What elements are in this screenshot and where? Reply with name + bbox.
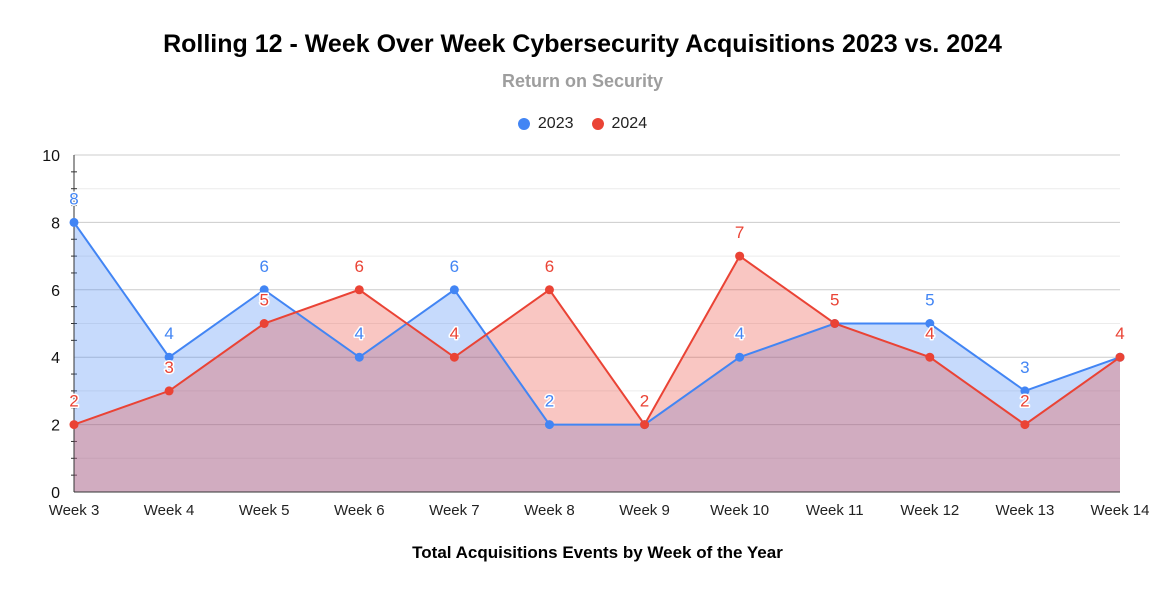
x-tick-label: Week 7	[429, 502, 480, 519]
x-tick-label: Week 8	[524, 502, 575, 519]
data-label-2024: 4	[450, 324, 459, 343]
data-label-2023: 4	[355, 324, 364, 343]
x-axis-label: Total Acquisitions Events by Week of the…	[412, 543, 783, 562]
legend-marker-2023	[517, 118, 530, 130]
legend: 2023 2024	[0, 115, 1165, 133]
data-label-2023: 6	[259, 257, 268, 276]
area-series-2023	[74, 222, 1120, 492]
legend-item-2024[interactable]: 2024	[591, 115, 648, 133]
line-series-2024	[73, 254, 1121, 427]
x-tick-label: Week 6	[334, 502, 385, 519]
x-tick-label: Week 13	[995, 502, 1054, 519]
data-label-2023: 2	[640, 392, 649, 411]
data-point-2024	[259, 319, 269, 328]
x-tick-label: Week 14	[1091, 502, 1150, 519]
data-label-2024: 3	[164, 358, 173, 377]
chart-title: Rolling 12 - Week Over Week Cybersecurit…	[163, 30, 1002, 58]
data-label-2024: 7	[735, 223, 744, 242]
data-point-2023	[735, 352, 745, 362]
x-tick-label: Week 3	[49, 502, 100, 519]
y-tick-label: 0	[51, 485, 60, 502]
data-point-2023	[259, 285, 269, 295]
data-point-2023	[544, 420, 554, 430]
data-point-2023	[354, 352, 364, 362]
data-label-2023: 4	[735, 324, 744, 343]
data-label-2023: 4	[164, 324, 173, 343]
legend-label-2023: 2023	[537, 115, 574, 132]
data-label-2024: 2	[640, 392, 649, 411]
data-label-2023: 3	[1020, 358, 1029, 377]
y-tick-label: 10	[42, 148, 60, 165]
data-point-2024	[544, 285, 554, 295]
legend-marker-2024	[591, 118, 604, 130]
y-tick-label: 2	[51, 418, 60, 435]
y-tick-label: 6	[51, 283, 60, 300]
x-tick-label: Week 11	[806, 502, 864, 519]
data-point-2024	[925, 352, 935, 362]
data-point-2023	[925, 319, 935, 328]
data-point-2024	[735, 251, 745, 261]
data-label-2023: 5	[925, 291, 934, 310]
data-point-2023	[449, 285, 459, 295]
data-point-2024	[1115, 352, 1125, 362]
data-label-2024: 6	[545, 257, 554, 276]
data-point-2024	[830, 319, 840, 328]
x-tick-label: Week 9	[619, 502, 670, 519]
data-point-2023	[164, 352, 174, 362]
data-label-2024: 5	[830, 291, 839, 310]
data-point-2023	[69, 217, 79, 227]
data-label-2024: 2	[69, 392, 78, 411]
data-label-2023: 4	[1115, 324, 1124, 343]
y-tick-label: 8	[51, 215, 60, 232]
data-point-2024	[449, 352, 459, 362]
data-point-2024	[640, 420, 650, 430]
x-tick-label: Week 10	[710, 502, 769, 519]
data-point-2024	[69, 420, 79, 430]
data-point-2024	[164, 386, 174, 396]
data-label-2024: 4	[1115, 324, 1124, 343]
legend-label-2024: 2024	[611, 115, 648, 132]
x-tick-label: Week 5	[239, 502, 290, 519]
area-series-2024	[74, 256, 1120, 492]
data-point-2024	[354, 285, 364, 295]
data-label-2024: 5	[259, 291, 268, 310]
data-label-2024: 4	[925, 324, 934, 343]
x-tick-label: Week 4	[144, 502, 195, 519]
y-tick-label: 4	[51, 350, 60, 367]
data-point-2024	[1020, 420, 1030, 430]
data-label-2023: 6	[450, 257, 459, 276]
legend-item-2023[interactable]: 2023	[517, 115, 574, 133]
data-label-2023: 8	[69, 189, 78, 208]
data-label-2023: 2	[545, 392, 554, 411]
x-tick-label: Week 12	[900, 502, 959, 519]
data-label-2024: 2	[1020, 392, 1029, 411]
chart-subtitle: Return on Security	[501, 71, 664, 91]
data-point-2023	[1020, 386, 1030, 396]
line-series-2023	[73, 221, 1121, 426]
data-label-2024: 6	[355, 257, 364, 276]
data-label-2023: 5	[830, 291, 839, 310]
